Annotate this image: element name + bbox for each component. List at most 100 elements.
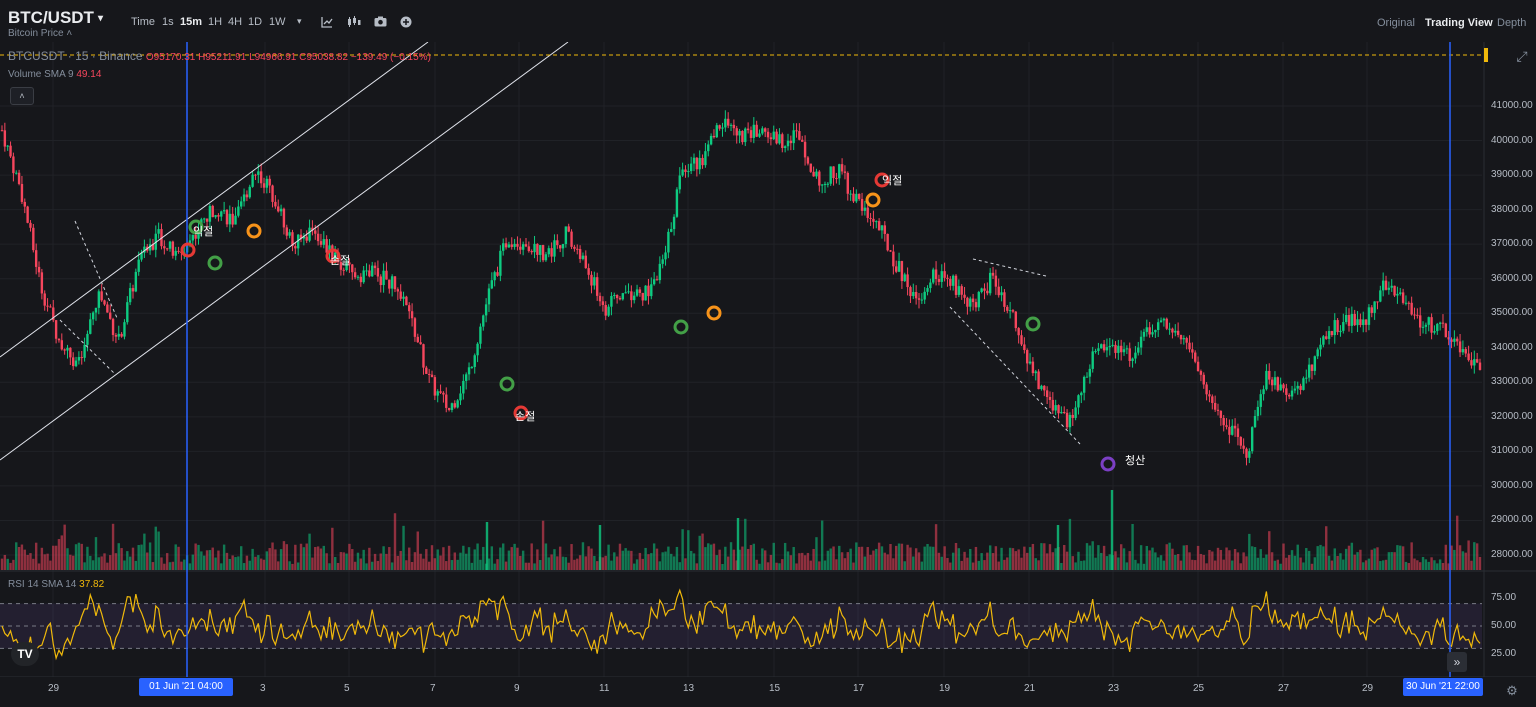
candle-body xyxy=(1205,384,1208,395)
tab-1d[interactable]: 1D xyxy=(248,16,263,28)
candle-body xyxy=(544,254,548,261)
candle-body xyxy=(134,271,138,292)
candle-body xyxy=(1265,370,1268,390)
candle-body xyxy=(311,227,314,231)
candle-body xyxy=(1447,337,1450,340)
volume-bar xyxy=(191,554,195,570)
volume-bar xyxy=(1231,560,1234,570)
candle-body xyxy=(1128,348,1131,362)
price-chart[interactable] xyxy=(0,42,1536,677)
candle-body xyxy=(23,201,26,207)
candle-body xyxy=(977,292,980,308)
volume-bar xyxy=(991,553,995,570)
volume-bar xyxy=(704,547,707,570)
tab-1s[interactable]: 1s xyxy=(162,16,174,28)
volume-bar xyxy=(692,553,696,570)
view-trading-view[interactable]: Trading View xyxy=(1425,17,1493,29)
tab-1w[interactable]: 1W xyxy=(269,16,286,28)
date-tick-label: 19 xyxy=(939,683,951,694)
tab-15m[interactable]: 15m xyxy=(180,16,203,28)
volume-bar xyxy=(1122,548,1126,570)
volume-bar xyxy=(735,560,738,570)
candle-body xyxy=(798,131,801,140)
candle-body xyxy=(1450,339,1453,342)
candle-body xyxy=(1151,332,1154,335)
candle-body xyxy=(601,301,605,305)
price-tick-label: 31000.00 xyxy=(1491,445,1533,457)
candle-body xyxy=(1162,318,1166,321)
tab-1h[interactable]: 1H xyxy=(208,16,223,28)
volume-bar xyxy=(299,543,303,570)
symbol-subtitle[interactable]: Bitcoin Price ˄ xyxy=(8,28,73,39)
volume-bar xyxy=(1299,557,1302,570)
volume-bar xyxy=(1068,518,1072,570)
candle-body xyxy=(1040,385,1043,390)
volume-bar xyxy=(1216,547,1220,570)
volume-bar xyxy=(681,529,684,570)
candle-body xyxy=(1011,310,1015,312)
collapse-legend-button[interactable]: ˄ xyxy=(10,87,34,105)
volume-bar xyxy=(385,553,388,570)
candle-body xyxy=(934,269,938,280)
candle-body xyxy=(97,291,101,308)
volume-bar xyxy=(655,548,659,570)
candle-body xyxy=(1082,376,1086,393)
candle-body xyxy=(285,227,288,236)
tab-time[interactable]: Time xyxy=(131,16,156,28)
volume-bar xyxy=(883,552,887,570)
volume-bar xyxy=(314,547,317,570)
scroll-to-realtime-button[interactable]: » xyxy=(1447,652,1467,672)
candle-body xyxy=(655,279,659,281)
more-timeframes-chevron-icon[interactable]: ▾ xyxy=(297,16,302,26)
view-original[interactable]: Original xyxy=(1377,17,1415,29)
view-depth[interactable]: Depth xyxy=(1497,17,1527,29)
candle-body xyxy=(684,169,687,172)
volume-bar xyxy=(302,547,306,570)
candle-body xyxy=(1071,414,1074,418)
tab-4h[interactable]: 4H xyxy=(228,16,243,28)
volume-bar xyxy=(1060,562,1063,570)
volume-bar xyxy=(456,559,459,570)
symbol-selector[interactable]: BTC/USDT ▾ xyxy=(8,8,103,28)
candle-body xyxy=(1336,320,1339,333)
volume-bar xyxy=(809,560,812,570)
volume-bar xyxy=(635,559,639,570)
indicator-icon[interactable] xyxy=(321,16,333,31)
candle-body xyxy=(66,347,69,351)
trade-marker-circle xyxy=(1100,456,1116,472)
candle-body xyxy=(940,271,943,282)
candle-body xyxy=(240,201,243,207)
candle-body xyxy=(889,250,892,252)
add-icon[interactable] xyxy=(400,16,412,31)
volume-bar xyxy=(872,550,875,570)
candle-body xyxy=(490,280,494,289)
candle-body xyxy=(698,157,701,170)
volume-bar xyxy=(1350,542,1354,570)
candle-body xyxy=(1293,388,1297,391)
volume-bar xyxy=(225,552,229,570)
candle-body xyxy=(633,295,636,301)
expand-icon[interactable]: ⤢ xyxy=(1516,48,1528,64)
candle-type-icon[interactable] xyxy=(347,16,361,31)
volume-bar xyxy=(1259,549,1262,570)
candle-body xyxy=(15,172,18,174)
candle-body xyxy=(1259,394,1262,407)
volume-bar xyxy=(1091,541,1094,570)
volume-bar xyxy=(396,555,400,570)
volume-bar xyxy=(969,548,972,570)
candle-body xyxy=(1057,405,1060,414)
candle-body xyxy=(208,205,212,222)
volume-bar xyxy=(1191,559,1194,570)
volume-bar xyxy=(1082,560,1086,570)
candle-body xyxy=(1031,361,1035,374)
settings-gear-icon[interactable]: ⚙ xyxy=(1506,683,1518,698)
candle-body xyxy=(744,128,747,143)
candle-body xyxy=(214,215,217,218)
candle-body xyxy=(806,157,810,164)
camera-icon[interactable] xyxy=(374,16,387,30)
candle-body xyxy=(997,286,1000,296)
volume-bar xyxy=(630,550,633,570)
candle-body xyxy=(855,193,858,202)
volume-bar xyxy=(49,560,52,570)
volume-bar xyxy=(1447,563,1450,570)
